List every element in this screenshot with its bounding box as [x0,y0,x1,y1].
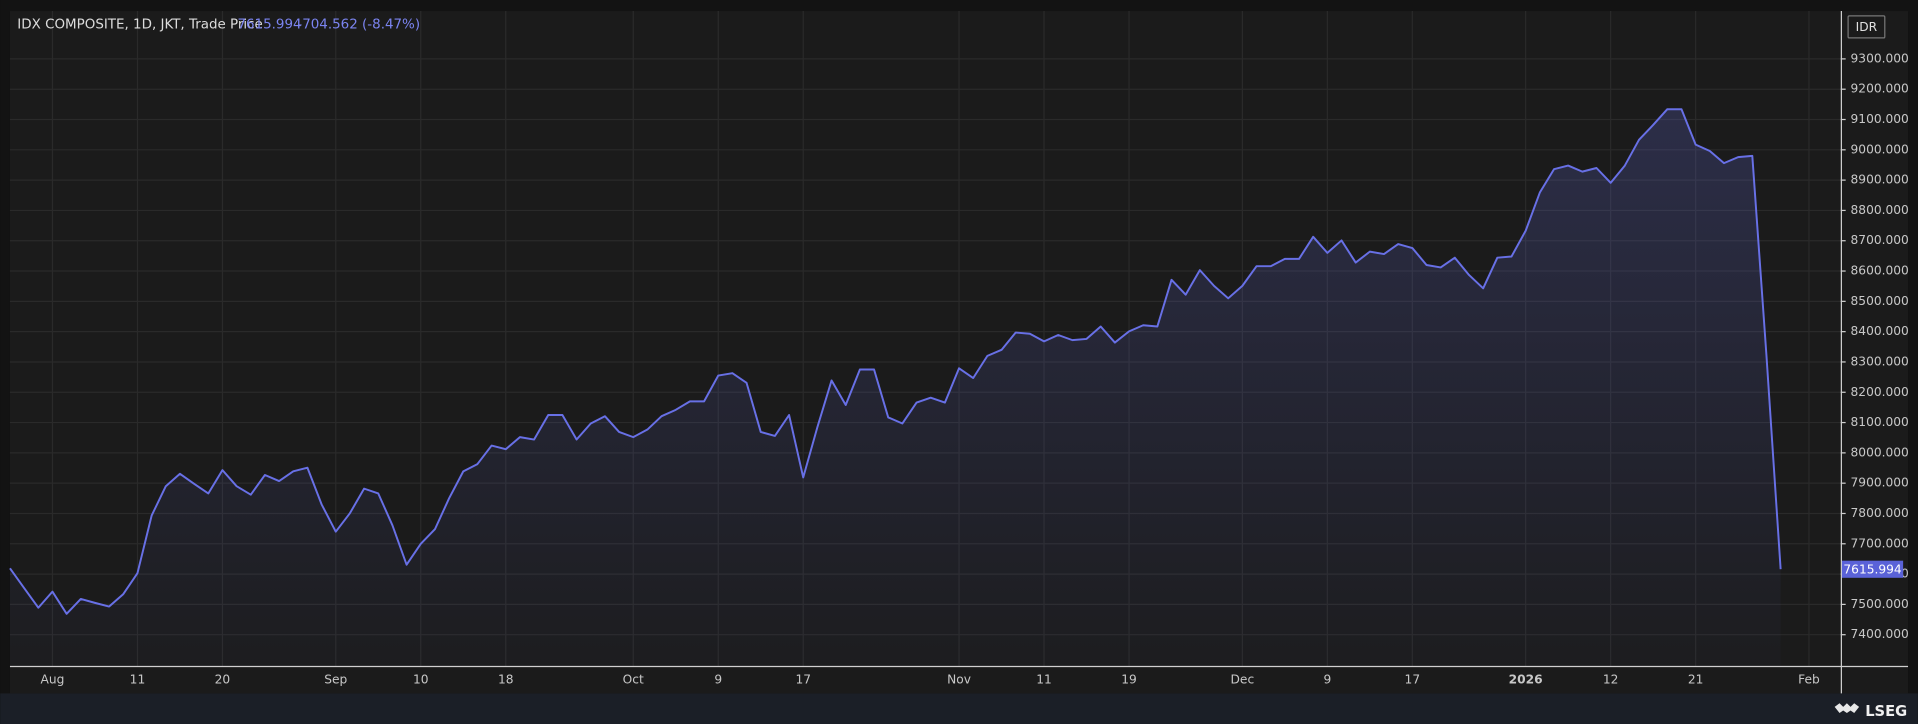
brand-logo: LSEG [1834,703,1907,720]
y-tick-label: 9000.000 [1851,142,1909,156]
line [9,108,1782,615]
time-axis [9,666,1909,694]
last-price-box [1841,560,1904,578]
x-tick-label: 9 [1323,672,1331,686]
x-tick-label: 18 [498,672,514,686]
footer-band [0,693,1918,724]
x-tick-label: 19 [1121,672,1137,686]
x-tick-label: Nov [947,672,971,686]
logo-mark [1834,703,1860,713]
x-tick-label: 9 [714,672,722,686]
price-axis [1840,11,1909,667]
y-tick-label: 8800.000 [1851,203,1909,217]
y-tick-label: 9100.000 [1851,112,1909,126]
y-tick-label: 8600.000 [1851,264,1909,278]
y-tick-label: 7800.000 [1851,506,1909,520]
x-tick-label: 20 [215,672,231,686]
area [9,109,1781,667]
y-tick-label: 8700.000 [1851,233,1909,247]
last-price-label: 7615.994 [1843,562,1902,576]
y-tick-label: 8200.000 [1851,385,1909,399]
brand: LSEG [1865,703,1907,720]
x-tick-label: Oct [623,672,644,686]
x-tick-label: Sep [324,672,347,686]
y-tick-label: 8000.000 [1851,445,1909,459]
currency-box[interactable] [1847,15,1886,39]
price-change: -704.562 (-8.47%) [297,17,420,32]
y-tick-label: 7400.000 [1851,627,1909,641]
y-tick-label: 7900.000 [1851,476,1909,490]
y-tick-label: 8500.000 [1851,294,1909,308]
x-tick-label: 10 [413,672,429,686]
last-price: 7615.994 [237,17,301,32]
x-tick-label: Aug [41,672,65,686]
axes: 7400.0007500.0007600.0007700.0007800.000… [41,51,1909,686]
x-tick-label: 11 [1036,672,1052,686]
plot [9,108,1782,667]
y-tick-label: 7700.000 [1851,536,1909,550]
x-tick-label: 11 [130,672,146,686]
x-tick-label: Dec [1231,672,1255,686]
chart-title: IDX COMPOSITE, 1D, JKT, Trade Price [17,17,263,32]
x-tick-label: 17 [795,672,811,686]
y-tick-label: 8400.000 [1851,324,1909,338]
x-tick-label: 21 [1688,672,1704,686]
y-tick-label: 8100.000 [1851,415,1909,429]
x-tick-label: 2026 [1509,672,1543,686]
currency: IDR [1856,20,1878,34]
y-tick-label: 8900.000 [1851,173,1909,187]
x-tick-label: 12 [1603,672,1619,686]
y-tick-label: 7500.000 [1851,597,1909,611]
x-tick-label: Feb [1798,672,1820,686]
y-tick-label: 9200.000 [1851,82,1909,96]
y-tick-label: 8300.000 [1851,354,1909,368]
x-tick-label: 17 [1405,672,1421,686]
y-tick-label: 9300.000 [1851,51,1909,65]
